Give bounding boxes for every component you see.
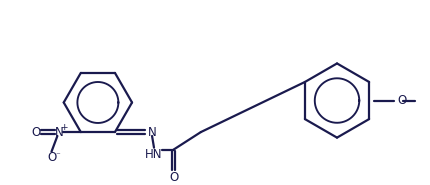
Text: O: O (169, 171, 178, 184)
Text: +: + (60, 123, 68, 132)
Text: O: O (31, 126, 40, 139)
Text: O: O (396, 94, 406, 107)
Text: N: N (147, 126, 156, 139)
Text: N: N (55, 126, 64, 139)
Text: ⁻: ⁻ (55, 151, 60, 160)
Text: O: O (47, 151, 56, 164)
Text: HN: HN (145, 148, 163, 161)
